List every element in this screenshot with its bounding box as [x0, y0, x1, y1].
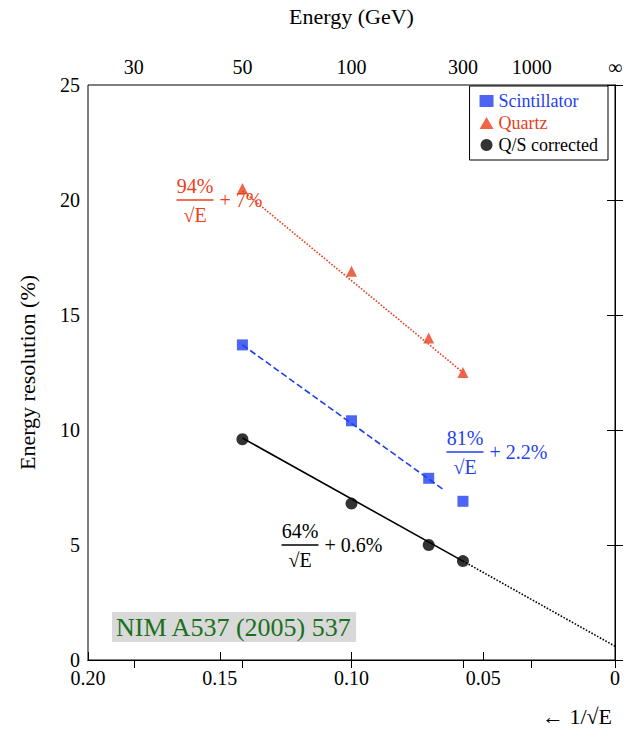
- svg-text:Energy (GeV): Energy (GeV): [289, 4, 414, 29]
- svg-text:+ 2.2%: + 2.2%: [490, 441, 548, 463]
- svg-text:Quartz: Quartz: [499, 113, 548, 133]
- svg-text:300: 300: [448, 56, 478, 78]
- svg-text:0.05: 0.05: [466, 667, 501, 689]
- svg-text:64%: 64%: [282, 520, 319, 542]
- svg-text:30: 30: [124, 56, 144, 78]
- svg-text:100: 100: [337, 56, 367, 78]
- svg-text:∞: ∞: [608, 56, 622, 78]
- svg-text:√E: √E: [453, 456, 476, 478]
- svg-text:NIM A537 (2005) 537: NIM A537 (2005) 537: [116, 613, 351, 642]
- svg-text:50: 50: [232, 56, 252, 78]
- svg-text:81%: 81%: [447, 427, 484, 449]
- svg-text:0.20: 0.20: [71, 667, 106, 689]
- svg-text:0: 0: [70, 649, 80, 671]
- svg-text:+ 7%: + 7%: [219, 189, 263, 211]
- svg-text:10: 10: [60, 419, 80, 441]
- svg-text:0: 0: [610, 667, 620, 689]
- svg-text:√E: √E: [183, 204, 206, 226]
- svg-text:5: 5: [70, 534, 80, 556]
- svg-text:Q/S corrected: Q/S corrected: [499, 135, 598, 155]
- svg-text:Energy resolution (%): Energy resolution (%): [15, 275, 40, 470]
- svg-text:94%: 94%: [177, 175, 214, 197]
- svg-text:√E: √E: [288, 549, 311, 571]
- svg-text:20: 20: [60, 189, 80, 211]
- svg-text:0.10: 0.10: [334, 667, 369, 689]
- svg-text:Scintillator: Scintillator: [499, 91, 579, 111]
- svg-text:← 1/√E: ← 1/√E: [542, 704, 612, 729]
- svg-text:1000: 1000: [512, 56, 552, 78]
- svg-text:25: 25: [60, 74, 80, 96]
- svg-text:+ 0.6%: + 0.6%: [325, 534, 383, 556]
- svg-text:0.15: 0.15: [202, 667, 237, 689]
- svg-text:15: 15: [60, 304, 80, 326]
